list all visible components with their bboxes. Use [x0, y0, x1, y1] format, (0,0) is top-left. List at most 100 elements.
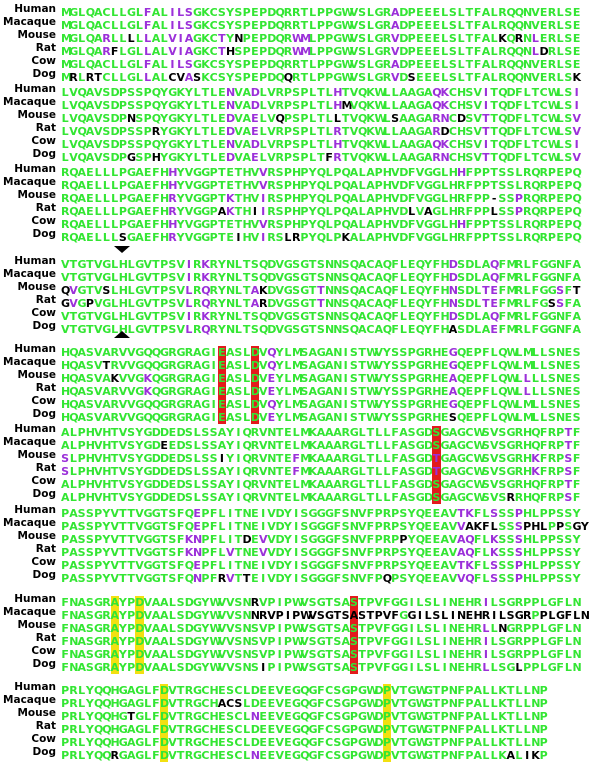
- sequence-residues: HQASVTRVVGQQGRGRAGI EASLDVQYLMSAGANI STWVY…: [61, 359, 581, 372]
- sequence-residues: MGLQARFLGLLALV I AGKCTHSPEPDQRWMLPPGWVSLGR…: [61, 45, 581, 58]
- sequence-residues: PASSPYVTTVGGTSFKNPFLVTNEVVDY I SGGGFSNVFPR…: [61, 546, 581, 559]
- alignment-row: Dog VTGTVGLHLGVTPSVLRQRYNLTSQDVGSGTSNNSQA…: [0, 320, 600, 336]
- sequence-residues: PRLYQQHGAGLFDVTRGCHESCLDEEVEGQGFCSGPGWDP…: [61, 736, 548, 749]
- alignment-row: Cow VTGTVGLHLGVTPSV I RKRYNLTSQDVGSGTSNNSQA…: [0, 307, 600, 323]
- sequence-residues: FNASGRAYPDVAALSDGYWVVSNSVP I PWVSGTSASTPVF…: [61, 635, 582, 648]
- alignment-row: Macaque ALPHVHTVSYGDEEDSLSSAY I QRVNTELMKAA…: [0, 436, 600, 452]
- triangle-marker-icon: [114, 246, 130, 253]
- sequence-residues: SLPHVHTVSYGDDEDSLSS I Y I QRVNTEFMKAAARGLTLL…: [61, 452, 581, 465]
- sequence-residues: HQASVARVVGKQGRGRAGI EASLDVEYLMSAGANI STWVY…: [61, 385, 581, 398]
- sequence-residues: SLPHVHTVSYGDDEDSLSSAY I QRVNTEFMKAAARGLTLL…: [61, 465, 581, 478]
- species-label: Human: [14, 83, 56, 95]
- species-label: Dog: [32, 320, 56, 332]
- species-label: Cow: [31, 135, 56, 147]
- species-label: Rat: [35, 202, 56, 214]
- species-label: Human: [14, 423, 56, 435]
- species-label: Mouse: [17, 29, 56, 41]
- alignment-row: Macaque LVQAVSDPSSPQYGKYLTLENVADLVRPSPLTL…: [0, 96, 600, 112]
- sequence-residues: FNASGRAYPDVAALSDGYWVVSNRVP I PWVSGTSASTPVF…: [61, 596, 582, 609]
- species-label: Macaque: [3, 16, 56, 28]
- species-label: Dog: [32, 148, 56, 160]
- species-label: Cow: [31, 475, 56, 487]
- alignment-row: Cow HQASVARVVGQQGRGRAGI EASLDVQYLMSAGANI ST…: [0, 395, 600, 411]
- alignment-row: Macaque MGLQACLLGLFAL I LSGKCSYSPEPDQRRTLPP…: [0, 16, 600, 32]
- species-label: Macaque: [3, 606, 56, 618]
- sequence-residues: PASSPYVTTVGGTSFQEPFL I TNE I VDY I SGGGFSNVFPR…: [61, 507, 581, 520]
- sequence-residues: PASSPYVTTVGGTSFKNPFL I TDEVVDY I SGGGFSNVFPR…: [61, 533, 581, 546]
- alignment-row: Mouse PRLYQQHGTGLFDVTRGCHESCLNEEVEGQGFCSG…: [0, 707, 600, 723]
- sequence-residues: RQAELLLPGAEFHHYVGGPTETHVVRSPHPYQLPQALAPH…: [61, 166, 582, 179]
- alignment-row: Macaque RQAELLLPGAEFHHYVGGPTETHVVRSPHPYQL…: [0, 176, 600, 192]
- sequence-residues: ALPHVHTVSYGDDEDSLSSAY I QRVNTELMKAAARGLTLL…: [61, 426, 581, 439]
- species-label: Cow: [31, 395, 56, 407]
- species-label: Mouse: [17, 369, 56, 381]
- triangle-marker-icon: [114, 331, 130, 338]
- species-label: Rat: [35, 42, 56, 54]
- sequence-residues: LVQAVSDPSSPQYGKYLTLENVADLVRPSPLTLHTVQKWL…: [61, 86, 579, 99]
- alignment-row: Dog MRLRTCLLGLLALCVASKCSYSPEPDQQRTLPPGWVS…: [0, 68, 600, 84]
- alignment-row: Cow RQAELLLPGAEFHHYVGGPTETHVVRSPHPYQLPQAL…: [0, 215, 600, 231]
- sequence-residues: MRLRTCLLGLLALCVASKCSYSPEPDQQRTLPPGWVSLGR…: [61, 71, 582, 84]
- species-label: Human: [14, 343, 56, 355]
- alignment-row: Rat GVGPVGLHLGVTPSVLRQRYNLTARDVGSGTTNNSQA…: [0, 294, 600, 310]
- sequence-residues: PRLYQQHGAGLFDVTRGCHACSLDEEVEGQGFCSGPGWDP…: [61, 697, 548, 710]
- species-label: Cow: [31, 733, 56, 745]
- sequence-residues: VTGTVGLHLGVTPSV I RKRYNLTSQDVGSGTSNNSQACAQ…: [61, 271, 582, 284]
- species-label: Dog: [32, 228, 56, 240]
- sequence-residues: MGLQARLLLLLALV I AGKCTYNPEPDQRWMLPPGWVSLGR…: [61, 32, 581, 45]
- alignment-row: Cow MGLQACLLGLFAL I LSGKCSYSPEPDQRRTLPPGWVS…: [0, 55, 600, 71]
- sequence-residues: MGLQACLLGLFAL I LSGKCSYSPEPDQRRTLPPGWVSLGR…: [61, 58, 581, 71]
- sequence-residues: PASSPYVTTVGGTSFQEPFL I TNE I VDY I SGGGFSNVFPR…: [61, 559, 581, 572]
- sequence-residues: FNASGRAYPDVAALSDGYWVVSNSVP I PWVSGTSASTPVF…: [61, 622, 582, 635]
- alignment-row: Macaque PASSPYVTTVGGTSFQEPFL I TNE I VDY I SGGG…: [0, 517, 600, 533]
- alignment-row: Mouse PASSPYVTTVGGTSFKNPFL I TDEVVDY I SGGGFS…: [0, 530, 600, 546]
- alignment-row: Human LVQAVSDPSSPQYGKYLTLENVADLVRPSPLTLHT…: [0, 83, 600, 99]
- sequence-residues: LVQAVSDPSSPQYGKYLTLENVADLVRPSPLTLHMVQKWL…: [61, 99, 579, 112]
- sequence-residues: MGLQACLLGLFAL I LSGKCSYSPEPDQRRTLPPGWVSLGR…: [61, 6, 581, 19]
- alignment-row: Rat HQASVARVVGKQGRGRAGI EASLDVEYLMSAGANI ST…: [0, 382, 600, 398]
- sequence-residues: ALPHVHTVSYGDEEDSLSSAY I QRVNTELMKAAARGLTLL…: [61, 439, 581, 452]
- sequence-residues: RQAELLLPGAEFHHYVGGPTETHVVRSPHPYQLPQALAPH…: [61, 179, 582, 192]
- species-label: Dog: [32, 746, 56, 758]
- sequence-residues: LVQAVSDPSSPRYGKYLTLEDVAELVRPSPLTLRTVQKWL…: [61, 125, 582, 138]
- alignment-row: Cow PRLYQQHGAGLFDVTRGCHESCLDEEVEGQGFCSGPG…: [0, 733, 600, 749]
- species-label: Cow: [31, 307, 56, 319]
- sequence-residues: RQAELLLPGAEFHRYVGGPAKTHI I RSPHPYQLPQALAPH…: [61, 205, 582, 218]
- alignment-row: Human VTGTVGLHLGVTPSV I RKRYNLTSQDVGSGTSNNS…: [0, 255, 600, 271]
- species-label: Human: [14, 255, 56, 267]
- species-label: Cow: [31, 645, 56, 657]
- species-label: Mouse: [17, 619, 56, 631]
- alignment-row: Dog FNASGRAYPDVAALSDGYWVVSNS I P I PWVSGTSAST…: [0, 658, 600, 674]
- sequence-residues: FNASGRAYPDVAALSDGYWVVSNSVP I PWVSGTSASTPVF…: [61, 648, 582, 661]
- alignment-row: Rat LVQAVSDPSSPRYGKYLTLEDVAELVRPSPLTLRTVQ…: [0, 122, 600, 138]
- sequence-residues: PRLYQQHGAGLFDVTRGCHESCLDEEVEGQGFCSGPGWDP…: [61, 723, 548, 736]
- sequence-residues: PASSPYVTTVGGTSFQNPFRVTTE I VDY I SGGGFSNVFPQ…: [61, 572, 581, 585]
- alignment-row: Mouse FNASGRAYPDVAALSDGYWVVSNSVP I PWVSGTSA…: [0, 619, 600, 635]
- alignment-row: Macaque HQASVTRVVGQQGRGRAGI EASLDVQYLMSAGA…: [0, 356, 600, 372]
- species-label: Human: [14, 593, 56, 605]
- species-label: Mouse: [17, 707, 56, 719]
- sequence-residues: HQASVARVVGQQGRGRAGI EASLDVEYLMSAGANI STWVY…: [61, 411, 581, 424]
- alignment-row: Mouse SLPHVHTVSYGDDEDSLSS I Y I QRVNTEFMKAAAR…: [0, 449, 600, 465]
- species-label: Macaque: [3, 96, 56, 108]
- species-label: Macaque: [3, 517, 56, 529]
- alignment-row: Cow ALPHVHTVSYGDDEDSLSSAY I QRVNTELMKAAARGL…: [0, 475, 600, 491]
- sequence-residues: QVGTVSLHLGVTPSVLRQRYNLTAKDVGSGTTNNSQACAQ…: [61, 284, 581, 297]
- sequence-residues: LVQAVSDPNSPQYGKYLTLEDVAELVQPSPLTLLTVQKWL…: [61, 112, 582, 125]
- species-label: Macaque: [3, 436, 56, 448]
- alignment-row: Rat PRLYQQHGAGLFDVTRGCHESCLDEEVEGQGFCSGPG…: [0, 720, 600, 736]
- species-label: Rat: [35, 122, 56, 134]
- alignment-row: Dog ALPHVHTVSYGDDEDSLSSAY I QRVNTELMKAAARGL…: [0, 488, 600, 504]
- species-label: Rat: [35, 543, 56, 555]
- species-label: Macaque: [3, 356, 56, 368]
- sequence-residues: RQAELLLPGAEFHRYVGGPTKTHV I RSPHPYQLPQALAPH…: [61, 192, 582, 205]
- alignment-row: Human FNASGRAYPDVAALSDGYWVVSNRVP I PWVSGTSA…: [0, 593, 600, 609]
- alignment-row: Dog LVQAVSDPGSPHYGKYLTLEDVAELVRPSPLTFRTVQ…: [0, 148, 600, 164]
- species-label: Mouse: [17, 530, 56, 542]
- alignment-row: Dog PRLYQQRGAGLFDVTRGCHESCLNEEVEGQGFCSGPG…: [0, 746, 600, 762]
- sequence-residues: VTGTVGLHLGVTPSV I RKRYNLTSQDVGSGTSNNSQACAQ…: [61, 310, 582, 323]
- alignment-row: Dog RQAELLLSGAEFHRYVGGPTE I HV I RSLRPYQLPKAL…: [0, 228, 600, 244]
- alignment-row: Macaque PRLYQQHGAGLFDVTRGCHACSLDEEVEGQGFC…: [0, 694, 600, 710]
- alignment-row: Rat SLPHVHTVSYGDDEDSLSSAY I QRVNTEFMKAAARGL…: [0, 462, 600, 478]
- alignment-row: Human HQASVARVVGQQGRGRAGI EASLDVQYLMSAGANI…: [0, 343, 600, 359]
